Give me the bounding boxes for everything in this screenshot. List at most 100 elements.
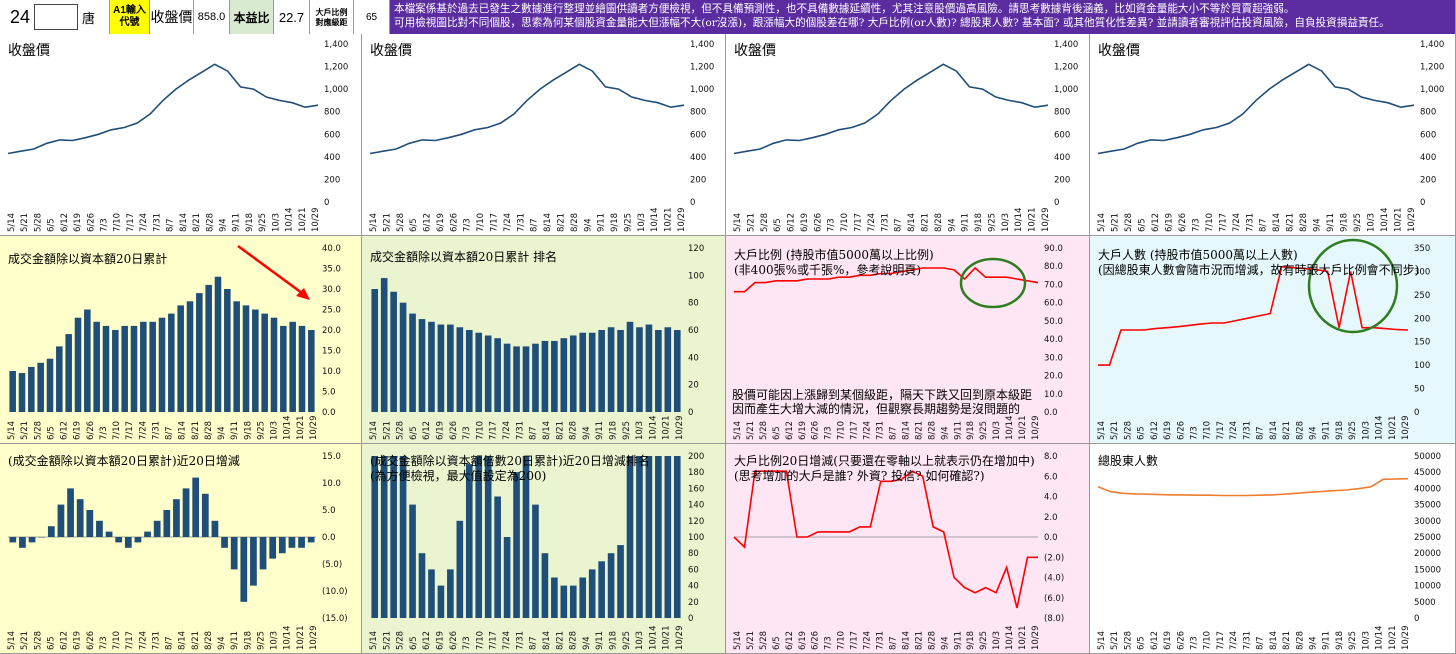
x-tick-label: 10/14 [648,626,658,651]
x-tick-label: 9/11 [595,631,605,650]
bar [84,309,91,412]
x-tick-label: 9/4 [1308,426,1318,440]
bar [418,553,426,618]
x-tick-label: 6/5 [772,426,782,440]
x-tick-label: 5/14 [733,421,743,440]
x-tick-label: 7/31 [515,631,525,650]
x-tick-label: 7/24 [1229,631,1239,650]
y-tick-label: 800 [324,108,340,118]
y-tick-label: 80 [688,549,699,559]
bar [201,493,209,537]
chart-close-4: 0 200 400 600 800 1,000 1,200 1,400 5/14 5/21 5/28… [1097,40,1444,232]
x-tick-label: 5/28 [396,213,406,232]
x-tick-label: 6/5 [409,636,419,650]
y-tick-label: 20000 [1414,549,1441,559]
x-tick-label: 10/21 [1388,416,1398,441]
bar [96,520,103,537]
x-tick-label: 10/14 [648,416,658,441]
y-tick-label: 90.0 [1044,244,1063,254]
series-line [1097,63,1415,155]
y-tick-label: 60 [688,326,699,336]
bar [371,456,379,618]
x-tick-label: 6/19 [798,631,808,650]
x-tick-label: 7/3 [462,636,472,650]
bar [270,317,278,412]
y-tick-label: 70.0 [1044,280,1063,290]
y-tick-label: 400 [324,153,340,163]
y-tick-label: 1,400 [690,40,714,50]
chart-big-holder-count: 0 50 100 150 200 250 300 350 5/14 5/21 5/28 6/5 6/12… [1097,238,1430,441]
y-tick-label: (10.0) [322,587,348,597]
panel-turnover-rank: 成交金額除以資本額20日累計 排名 0 20 40 60 80 100 120 5/14 5/2… [362,236,726,444]
x-tick-label: 8/21 [556,213,566,232]
x-tick-label: 8/28 [927,421,937,440]
x-tick-label: 6/19 [73,631,83,650]
x-tick-label: 7/3 [824,426,834,440]
panel-close-2: 收盤價 0 200 400 600 800 1,000 1,200 1,400 5/14 5/21… [362,34,726,236]
bar [617,545,624,618]
x-tick-label: 5/21 [1110,213,1120,232]
y-tick-label: 1,000 [1054,85,1078,95]
x-tick-label: 7/24 [867,213,877,232]
x-tick-label: 7/10 [837,631,847,650]
bar [532,343,539,412]
x-tick-label: 9/11 [230,421,240,440]
x-tick-label: 8/14 [907,213,917,232]
bar [46,358,54,412]
chart-close-1: 0 200 400 600 800 1,000 1,200 1,400 5/14 5/21 5/28… [7,40,348,232]
x-tick-label: 6/26 [86,631,96,650]
x-tick-label: 6/5 [46,636,56,650]
series-line [1097,477,1409,497]
bar [105,531,113,537]
bar [560,338,568,412]
bar [541,340,549,412]
stock-code-cell[interactable]: 24 唐 [0,0,110,34]
x-tick-label: 10/3 [1361,421,1371,440]
x-tick-label: 7/31 [152,213,162,232]
x-tick-label: 7/10 [837,421,847,440]
y-tick-label: 600 [1420,130,1436,140]
bar [484,335,492,412]
x-tick-label: 7/24 [863,631,873,650]
x-tick-label: 9/18 [974,213,984,232]
bar [205,284,212,412]
bar [65,334,72,412]
y-tick-label: 0 [324,198,329,208]
x-tick-label: 9/11 [1322,631,1332,650]
x-tick-label: 8/14 [1269,421,1279,440]
bar [192,477,200,537]
x-tick-label: 6/26 [86,421,96,440]
y-tick-label: 800 [1054,108,1070,118]
trend-arrow-head [296,288,310,300]
bar [551,340,558,412]
bar [259,537,267,570]
y-tick-label: 160 [688,484,704,494]
y-tick-label: 35000 [1414,501,1441,511]
x-tick-label: 6/5 [46,426,56,440]
x-tick-label: 7/31 [151,631,161,650]
x-tick-label: 9/11 [230,631,240,650]
x-tick-label: 9/4 [947,218,957,232]
x-tick-label: 6/26 [1178,213,1188,232]
bar [298,537,305,548]
y-tick-label: 4.0 [1044,493,1058,503]
x-tick-label: 7/17 [490,213,500,232]
bar [18,373,26,412]
x-tick-label: 9/18 [1335,421,1345,440]
bar [475,332,483,412]
x-tick-label: 9/25 [1353,213,1363,232]
x-tick-label: 6/12 [1150,421,1160,440]
x-tick-label: 10/14 [1014,208,1024,233]
panel-big-holder-chg: 大戶比例20日增減(只要還在零軸以上就表示仍在增加中) (思考增加的大戶是誰? … [726,444,1090,654]
x-tick-label: 6/19 [73,421,83,440]
series-line [733,470,1038,609]
y-tick-label: 120 [688,517,704,527]
bar [636,456,643,618]
disclaimer-line-1: 本檔案係基於過去已發生之數據進行整理並繪圖供讀者方便檢視，但不具備預測性，也不具… [394,3,1295,15]
x-tick-label: 5/28 [1123,421,1133,440]
y-tick-label: 0 [1054,198,1059,208]
bar [269,537,277,559]
x-tick-label: 6/19 [73,213,83,232]
